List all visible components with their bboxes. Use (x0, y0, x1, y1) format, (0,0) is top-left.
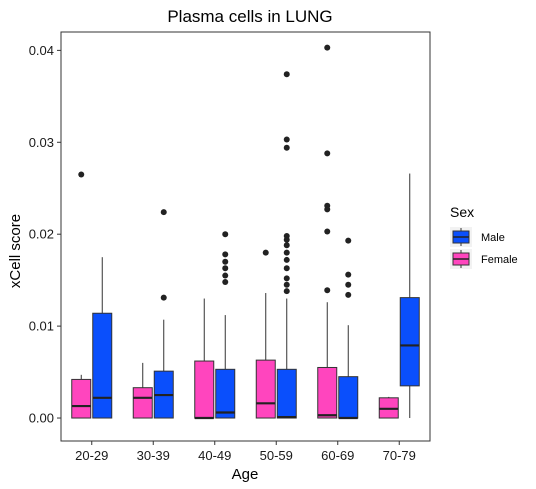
outlier-point (345, 271, 352, 278)
x-axis: 20-29 30-39 40-49 50-59 60-69 70-79 (75, 441, 416, 463)
legend-key-male (450, 227, 472, 247)
box-female-70-79 (378, 396, 399, 419)
plot-panel (60, 31, 431, 442)
box-body (215, 368, 236, 419)
box-female-60-69 (317, 44, 338, 419)
box-female-30-39 (132, 362, 153, 419)
outlier-point (283, 275, 290, 282)
outlier-point (222, 278, 229, 285)
box-female-20-29 (71, 171, 92, 419)
x-tick-label: 70-79 (383, 448, 416, 463)
y-tick-label: 0.04 (29, 43, 54, 58)
legend-key-female (450, 249, 472, 269)
box-body (132, 387, 153, 419)
outlier-point (283, 249, 290, 256)
outlier-point (222, 272, 229, 279)
outlier-point (324, 44, 331, 51)
legend: Sex Male Female (450, 204, 518, 269)
y-axis-title: xCell score (7, 214, 24, 288)
outlier-point (283, 256, 290, 263)
outlier-point (262, 249, 269, 256)
box-series (71, 44, 420, 420)
box-female-40-49 (194, 298, 215, 420)
outlier-point (345, 281, 352, 288)
box-body (317, 366, 338, 419)
y-axis: 0.00 0.01 0.02 0.03 0.04 (29, 43, 61, 426)
box-body (92, 312, 113, 419)
outlier-point (78, 171, 85, 178)
box-male-60-69 (338, 237, 359, 420)
box-body (71, 378, 92, 419)
outlier-point (283, 265, 290, 272)
outlier-point (324, 202, 331, 209)
x-tick-label: 40-49 (198, 448, 231, 463)
outlier-point (283, 136, 290, 143)
outlier-point (345, 237, 352, 244)
y-tick-label: 0.01 (29, 319, 54, 334)
box-body (338, 376, 359, 419)
outlier-point (222, 258, 229, 265)
y-tick-label: 0.03 (29, 135, 54, 150)
outlier-point (222, 231, 229, 238)
x-axis-title: Age (232, 466, 259, 483)
x-tick-label: 20-29 (75, 448, 108, 463)
outlier-point (283, 233, 290, 240)
legend-label-female: Female (481, 254, 518, 266)
y-tick-label: 0.00 (29, 411, 54, 426)
outlier-point (222, 251, 229, 258)
outlier-point (160, 294, 167, 301)
outlier-point (324, 150, 331, 157)
x-tick-label: 50-59 (260, 448, 293, 463)
y-tick-label: 0.02 (29, 227, 54, 242)
box-male-70-79 (399, 173, 420, 419)
legend-label-male: Male (481, 232, 505, 244)
box-male-30-39 (153, 209, 174, 419)
x-tick-label: 60-69 (321, 448, 354, 463)
box-male-50-59 (276, 71, 297, 419)
outlier-point (283, 144, 290, 151)
box-male-40-49 (215, 231, 236, 419)
box-body (194, 360, 215, 419)
legend-title: Sex (450, 204, 474, 220)
box-body (255, 359, 276, 419)
outlier-point (222, 265, 229, 272)
chart-title: Plasma cells in LUNG (167, 7, 332, 26)
outlier-point (283, 288, 290, 295)
box-body (399, 297, 420, 387)
outlier-point (283, 281, 290, 288)
outlier-point (324, 287, 331, 294)
outlier-point (160, 209, 167, 216)
box-body (276, 368, 297, 419)
box-male-20-29 (92, 257, 113, 419)
box-female-50-59 (255, 249, 276, 419)
outlier-point (345, 291, 352, 298)
outlier-point (283, 71, 290, 78)
outlier-point (324, 228, 331, 235)
x-tick-label: 30-39 (137, 448, 170, 463)
outlier-point (283, 242, 290, 249)
